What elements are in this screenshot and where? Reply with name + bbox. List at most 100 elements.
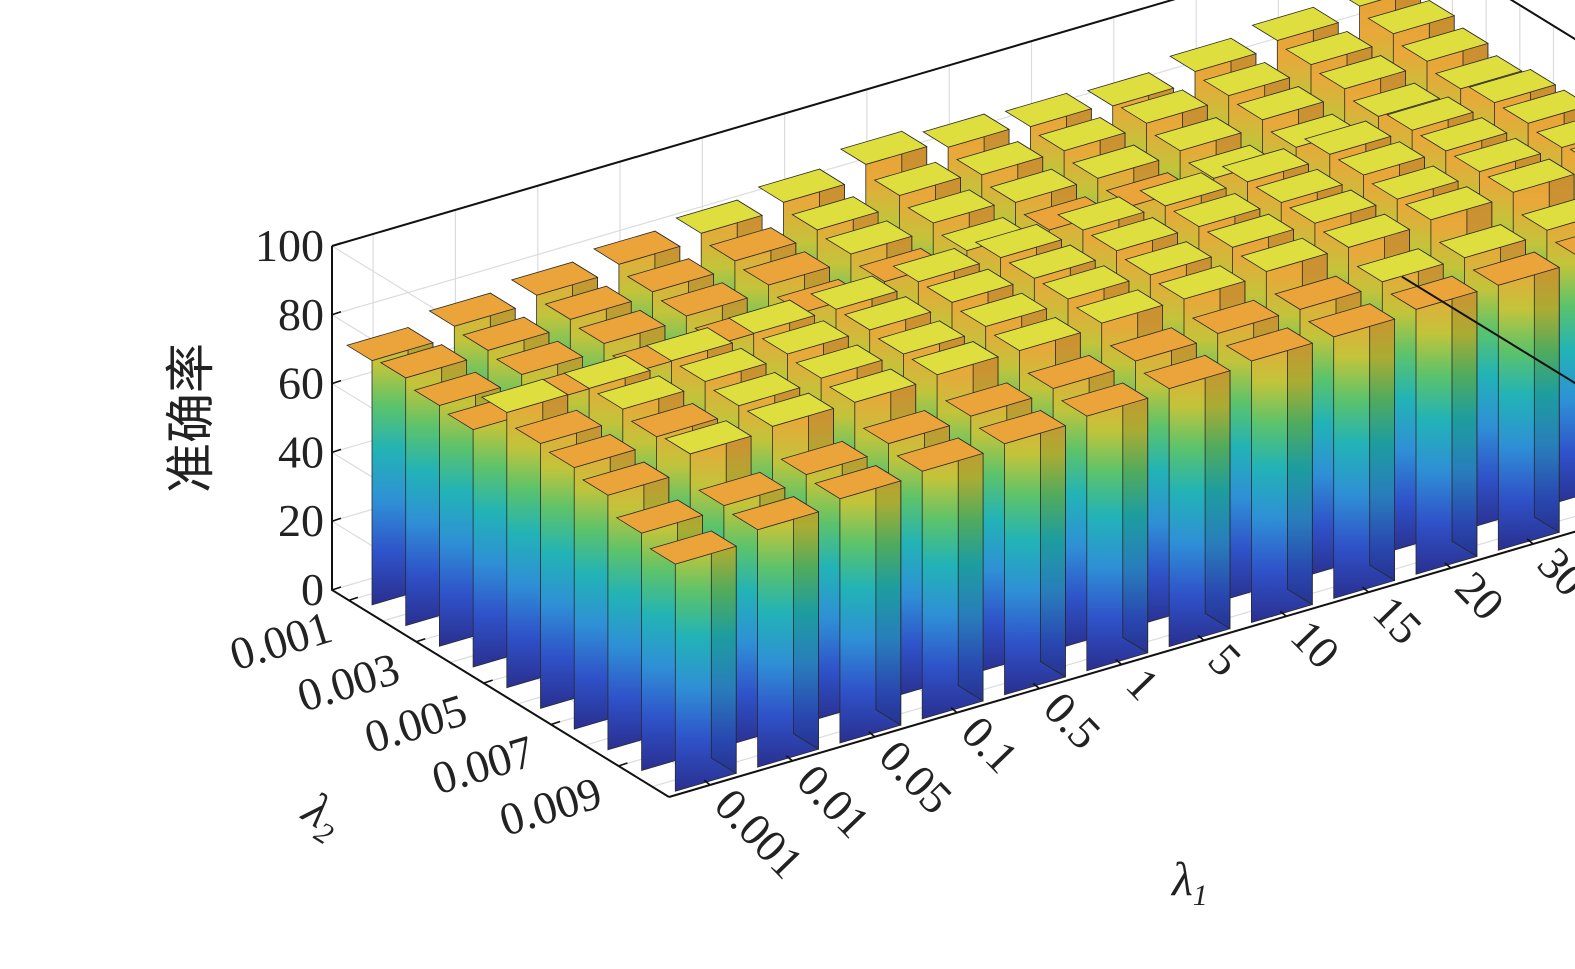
x-tick-label: 30 bbox=[1528, 538, 1575, 607]
bar-side-shade bbox=[958, 438, 984, 701]
z-tick bbox=[331, 448, 342, 454]
bar-top bbox=[1401, 27, 1489, 62]
z-tick-label: 100 bbox=[255, 220, 324, 271]
bar-top bbox=[907, 189, 996, 224]
bar-top bbox=[1554, 236, 1575, 255]
bar-top bbox=[1027, 354, 1115, 389]
bar-top bbox=[1390, 275, 1478, 310]
bar-top bbox=[1206, 213, 1295, 248]
bar-top bbox=[1367, 0, 1456, 35]
bar-top bbox=[978, 410, 1067, 445]
bar-top bbox=[839, 130, 928, 165]
bar-top bbox=[757, 168, 846, 203]
bar-top bbox=[480, 378, 569, 413]
bar-side-shade bbox=[1122, 383, 1148, 653]
bar-top bbox=[877, 320, 966, 355]
x-tick-label: 0.01 bbox=[787, 754, 880, 847]
bar-top bbox=[1143, 354, 1231, 390]
bar-top bbox=[1289, 189, 1377, 224]
z-tick bbox=[331, 379, 342, 385]
x-tick bbox=[950, 707, 958, 714]
bar-top bbox=[1356, 248, 1445, 283]
bar-top bbox=[791, 196, 880, 231]
x-tick bbox=[1032, 682, 1040, 690]
x-tick-label: 20 bbox=[1446, 562, 1515, 631]
bar-top bbox=[582, 461, 670, 496]
bar-top bbox=[664, 420, 753, 455]
z-tick bbox=[331, 517, 342, 522]
bar-top bbox=[548, 434, 637, 469]
bar-top bbox=[1038, 117, 1126, 152]
bar-top bbox=[462, 316, 550, 351]
bar-top bbox=[828, 368, 917, 403]
bar-top bbox=[892, 248, 981, 283]
bar-top bbox=[649, 530, 738, 565]
bar-top bbox=[1487, 158, 1575, 193]
x-tick-label: 10 bbox=[1281, 610, 1350, 679]
bar-side-shade bbox=[1287, 327, 1313, 605]
bar-top bbox=[727, 299, 816, 334]
bar-top bbox=[1386, 96, 1474, 131]
bar-top bbox=[1090, 217, 1179, 252]
bar bbox=[1143, 354, 1231, 648]
x-tick-label: 15 bbox=[1363, 586, 1432, 655]
bar-side-shade bbox=[1534, 252, 1560, 533]
bar-top bbox=[1008, 244, 1097, 279]
bar bbox=[1307, 303, 1396, 599]
bar-top bbox=[911, 341, 999, 376]
x-tick bbox=[1444, 562, 1452, 569]
bar-top bbox=[1109, 327, 1198, 362]
bar bbox=[896, 437, 985, 720]
bar-top bbox=[1274, 275, 1362, 310]
bar bbox=[1472, 251, 1561, 551]
bar-top bbox=[1285, 31, 1373, 66]
bar bbox=[978, 409, 1067, 696]
bar-top bbox=[578, 309, 666, 344]
bar-top bbox=[428, 292, 517, 327]
bar bbox=[1554, 236, 1575, 255]
x-tick-label: 0.5 bbox=[1034, 682, 1111, 759]
bar-top bbox=[1405, 186, 1493, 221]
bar-top bbox=[630, 403, 719, 438]
bar-top bbox=[810, 275, 898, 310]
bar-top bbox=[1120, 89, 1209, 124]
bar-side-shade bbox=[875, 465, 901, 726]
bar-top bbox=[645, 327, 734, 362]
z-tick bbox=[331, 586, 342, 591]
bar-top bbox=[1202, 62, 1291, 97]
bar-top bbox=[1251, 6, 1340, 41]
bar-top bbox=[1322, 213, 1411, 248]
bar-top bbox=[660, 282, 749, 317]
bar-top bbox=[959, 292, 1048, 327]
bar-top bbox=[1158, 265, 1246, 300]
bar-top bbox=[1173, 193, 1261, 228]
bar-top bbox=[1057, 196, 1145, 231]
bar-top bbox=[922, 113, 1010, 148]
bar-top bbox=[1521, 198, 1575, 231]
bar-top bbox=[814, 465, 902, 500]
z-tick bbox=[331, 242, 342, 247]
bar-top bbox=[1472, 251, 1561, 286]
bar bbox=[1390, 275, 1478, 575]
x-tick bbox=[1197, 634, 1205, 641]
z-tick-label: 20 bbox=[278, 495, 324, 546]
bar-top bbox=[1468, 69, 1557, 104]
bar-top bbox=[825, 220, 913, 255]
y-tick bbox=[483, 679, 493, 684]
bar-top bbox=[1348, 0, 1382, 7]
y-tick bbox=[348, 596, 359, 602]
bar-top bbox=[1535, 120, 1575, 148]
bar-top bbox=[563, 354, 651, 389]
z-axis-title: 准确率 bbox=[162, 343, 220, 493]
x-tick-label: 0.1 bbox=[952, 706, 1029, 783]
x-tick-label: 0.05 bbox=[870, 730, 963, 823]
bar-top bbox=[615, 499, 704, 534]
bar-top bbox=[944, 382, 1033, 417]
bar-top bbox=[1303, 120, 1392, 155]
bar-top bbox=[712, 372, 801, 407]
bar-top bbox=[1371, 165, 1460, 200]
bar-top bbox=[1352, 82, 1441, 117]
bar-top bbox=[679, 347, 767, 382]
bar-top bbox=[989, 168, 1078, 203]
bar-top bbox=[1139, 172, 1228, 207]
